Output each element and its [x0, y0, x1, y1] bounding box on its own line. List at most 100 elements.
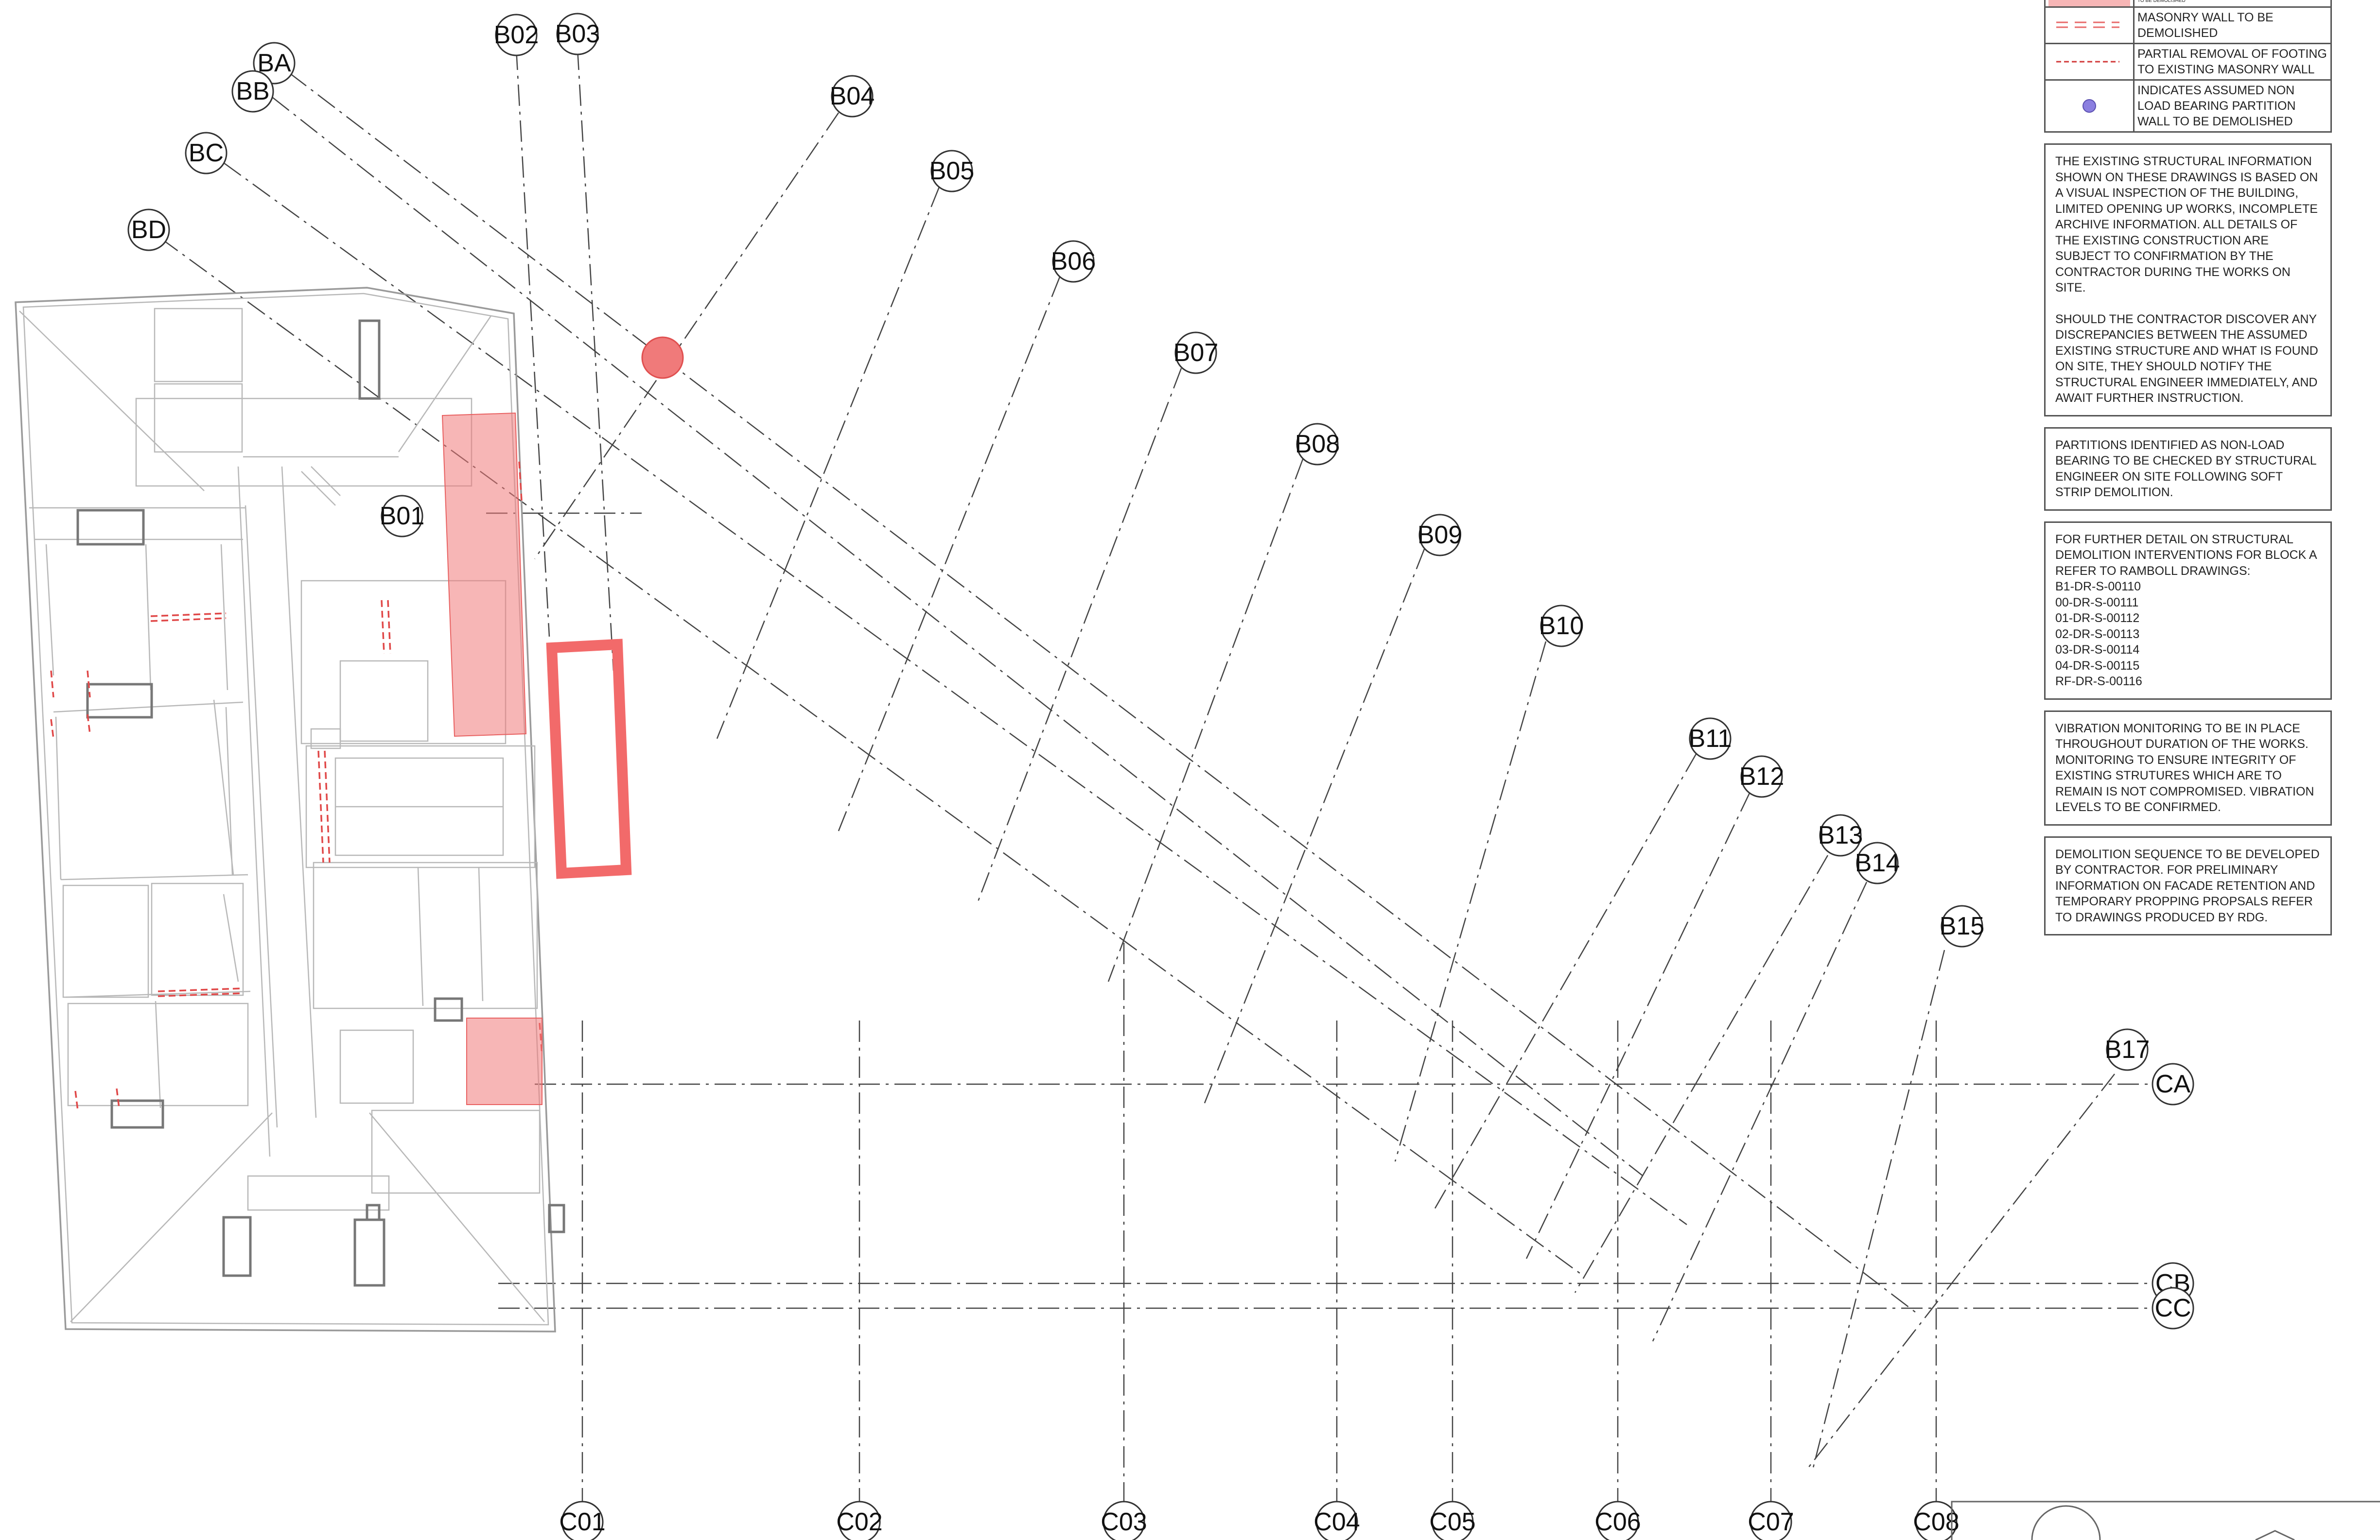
notes-panel: TO BE DEMOLISHED MASONRY WALL TO BE DEMO…	[2044, 0, 2332, 935]
svg-text:BC: BC	[189, 139, 224, 167]
note-further-detail: FOR FURTHER DETAIL ON STRUCTURAL DEMOLIT…	[2044, 521, 2332, 700]
svg-text:B01: B01	[380, 502, 425, 530]
svg-text:CA: CA	[2155, 1070, 2191, 1098]
svg-text:BB: BB	[236, 77, 269, 105]
drawing-ref: B1-DR-S-00110	[2055, 580, 2141, 593]
svg-text:CC: CC	[2154, 1294, 2191, 1322]
grid-bubbles: B01 B02 B03 B04 B05 B06 B07 B08 B09 B10 …	[127, 13, 2194, 1540]
footing-dashed-icon	[2056, 61, 2119, 63]
legend-label: MASONRY WALL TO BE DEMOLISHED	[2137, 11, 2274, 40]
grid-bubble-b12: B12	[1739, 755, 1785, 798]
demolition-areas	[441, 336, 684, 1105]
drawing-ref: RF-DR-S-00116	[2055, 675, 2142, 688]
svg-text:B09: B09	[1418, 521, 1463, 549]
masonry-dashed-symbol	[2046, 8, 2135, 43]
grid-bubble-b03: B03	[555, 13, 600, 55]
note-paragraph: PARTITIONS IDENTIFIED AS NON-LOAD BEARIN…	[2055, 438, 2316, 500]
grid-lines-c	[498, 943, 2149, 1502]
grid-bubble-b07: B07	[1173, 331, 1219, 374]
footing-dashed-symbol	[2046, 44, 2135, 79]
grid-bubble-b08: B08	[1295, 423, 1340, 466]
legend-row-masonry: MASONRY WALL TO BE DEMOLISHED	[2046, 8, 2330, 44]
masonry-walls-to-demolish	[50, 461, 543, 1111]
demolition-hatch-symbol	[2046, 0, 2135, 6]
drawing-ref: 02-DR-S-00113	[2055, 627, 2140, 641]
grid-bubble-b13: B13	[1818, 814, 1863, 857]
svg-text:C06: C06	[1594, 1508, 1641, 1536]
grid-bubble-c06: C06	[1594, 1501, 1641, 1540]
grid-bubble-c07: C07	[1748, 1501, 1794, 1540]
svg-text:B17: B17	[2105, 1036, 2150, 1064]
purple-dot-icon	[2082, 99, 2096, 113]
grid-bubble-c03: C03	[1101, 1501, 1147, 1540]
legend-label: INDICATES ASSUMED NON LOAD BEARING PARTI…	[2137, 84, 2296, 128]
grid-bubble-cc: CC	[2152, 1287, 2194, 1330]
legend-row-footing: PARTIAL REMOVAL OF FOOTING TO EXISTING M…	[2046, 44, 2330, 81]
svg-text:B05: B05	[929, 157, 975, 185]
drawing-ref: 04-DR-S-00115	[2055, 658, 2140, 673]
svg-text:C01: C01	[559, 1508, 605, 1536]
svg-text:B03: B03	[555, 20, 600, 48]
grid-bubble-c05: C05	[1429, 1501, 1476, 1540]
svg-text:B11: B11	[1689, 725, 1732, 753]
note-vibration: VIBRATION MONITORING TO BE IN PLACE THRO…	[2044, 710, 2332, 826]
drawing-ref: 01-DR-S-00112	[2055, 611, 2140, 625]
note-existing-structure: THE EXISTING STRUCTURAL INFORMATION SHOW…	[2044, 143, 2332, 416]
grid-bubble-b06: B06	[1051, 240, 1096, 283]
svg-text:B07: B07	[1173, 339, 1219, 367]
grid-lines-b	[486, 48, 2115, 1468]
grid-bubble-c01: C01	[559, 1501, 606, 1540]
masonry-dashed-icon	[2056, 21, 2119, 28]
svg-text:B15: B15	[1940, 912, 1985, 940]
legend-row-demolished: TO BE DEMOLISHED	[2046, 0, 2330, 8]
svg-text:B02: B02	[494, 21, 539, 49]
svg-text:B14: B14	[1855, 849, 1900, 877]
grid-bubble-b01: B01	[380, 495, 425, 537]
note-paragraph: THE EXISTING STRUCTURAL INFORMATION SHOW…	[2055, 155, 2318, 294]
grid-bubble-b04: B04	[830, 75, 875, 118]
svg-text:B12: B12	[1739, 762, 1785, 791]
drawing-ref: 00-DR-S-00111	[2055, 595, 2139, 609]
legend: TO BE DEMOLISHED MASONRY WALL TO BE DEMO…	[2044, 0, 2332, 133]
svg-text:B06: B06	[1051, 247, 1096, 276]
svg-text:C03: C03	[1101, 1508, 1147, 1536]
svg-text:C02: C02	[836, 1508, 882, 1536]
grid-bubble-b15: B15	[1940, 905, 1985, 948]
grid-lines-ba-bd	[160, 72, 1916, 1313]
note-paragraph: DEMOLITION SEQUENCE TO BE DEVELOPED BY C…	[2055, 847, 2320, 924]
note-paragraph: FOR FURTHER DETAIL ON STRUCTURAL DEMOLIT…	[2055, 532, 2317, 578]
grid-bubble-b11: B11	[1689, 717, 1732, 760]
svg-text:C04: C04	[1313, 1508, 1360, 1536]
grid-bubble-b17: B17	[2105, 1028, 2150, 1071]
grid-bubble-b05: B05	[929, 150, 975, 192]
svg-text:B10: B10	[1539, 612, 1584, 640]
grid-bubble-b14: B14	[1855, 842, 1900, 884]
svg-text:BA: BA	[257, 49, 291, 77]
note-paragraph: SHOULD THE CONTRACTOR DISCOVER ANY DISCR…	[2055, 312, 2318, 405]
existing-building-plan	[15, 287, 565, 1332]
demolition-point-marker	[641, 336, 684, 379]
grid-bubble-b02: B02	[494, 14, 539, 56]
grid-bubble-c02: C02	[836, 1501, 883, 1540]
svg-text:C05: C05	[1429, 1508, 1475, 1536]
svg-text:BD: BD	[131, 216, 166, 244]
svg-text:B13: B13	[1818, 821, 1863, 849]
note-partitions: PARTITIONS IDENTIFIED AS NON-LOAD BEARIN…	[2044, 427, 2332, 511]
legend-label: PARTIAL REMOVAL OF FOOTING TO EXISTING M…	[2137, 47, 2327, 76]
legend-row-partition: INDICATES ASSUMED NON LOAD BEARING PARTI…	[2046, 81, 2330, 133]
svg-text:B08: B08	[1295, 430, 1340, 458]
grid-bubble-ba: BA	[253, 42, 296, 85]
grid-bubble-b09: B09	[1418, 514, 1463, 556]
note-paragraph: VIBRATION MONITORING TO BE IN PLACE THRO…	[2055, 721, 2314, 814]
drawing-ref: 03-DR-S-00114	[2055, 643, 2140, 657]
grid-bubble-bc: BC	[185, 132, 228, 174]
svg-text:C07: C07	[1748, 1508, 1794, 1536]
svg-text:B04: B04	[830, 82, 875, 110]
grid-bubble-bb: BB	[231, 70, 274, 113]
purple-dot-symbol	[2046, 81, 2135, 131]
note-demolition-sequence: DEMOLITION SEQUENCE TO BE DEVELOPED BY C…	[2044, 836, 2332, 935]
legend-label: TO BE DEMOLISHED	[2137, 0, 2186, 3]
grid-bubble-bd: BD	[127, 208, 170, 251]
grid-bubble-c04: C04	[1313, 1501, 1360, 1540]
